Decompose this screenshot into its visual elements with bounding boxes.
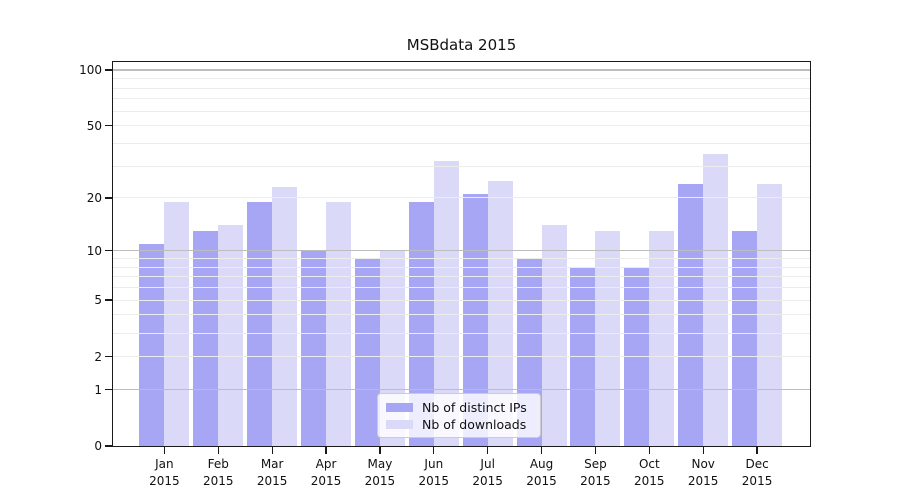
minor-gridline bbox=[112, 332, 811, 334]
x-tick-mark bbox=[756, 447, 758, 454]
y-tick-label: 10 bbox=[86, 243, 102, 258]
bar-downloads bbox=[541, 225, 567, 447]
x-tick-label: Oct 2015 bbox=[634, 457, 665, 488]
x-tick-label: Mar 2015 bbox=[256, 457, 288, 488]
legend-swatch-downloads bbox=[386, 420, 413, 429]
x-tick-label: May 2015 bbox=[364, 457, 396, 488]
bar-distinct-ips bbox=[301, 250, 327, 447]
legend-label-distinct-ips: Nb of distinct IPs bbox=[422, 400, 527, 415]
plot-area bbox=[112, 61, 811, 447]
minor-gridline bbox=[112, 165, 811, 167]
minor-gridline bbox=[112, 125, 811, 127]
x-tick-label: Dec 2015 bbox=[741, 457, 773, 488]
x-tick-mark bbox=[594, 447, 597, 454]
major-gridline bbox=[112, 69, 811, 71]
y-tick-mark bbox=[105, 197, 112, 199]
minor-gridline bbox=[112, 286, 811, 288]
minor-gridline bbox=[112, 142, 811, 144]
y-tick-label: 50 bbox=[86, 118, 102, 133]
y-tick-mark bbox=[105, 299, 112, 301]
legend-swatch-distinct-ips bbox=[386, 403, 413, 412]
minor-gridline bbox=[112, 276, 811, 278]
legend-label-downloads: Nb of downloads bbox=[422, 417, 527, 432]
y-tick-mark bbox=[105, 69, 112, 71]
y-tick-mark bbox=[105, 355, 112, 358]
x-tick-label: Feb 2015 bbox=[202, 457, 234, 488]
minor-gridline bbox=[112, 257, 811, 259]
x-tick-mark bbox=[433, 447, 435, 454]
bar-distinct-ips bbox=[247, 201, 273, 447]
x-tick-label: Aug 2015 bbox=[526, 457, 557, 488]
minor-gridline bbox=[112, 197, 811, 199]
y-tick-label: 0 bbox=[94, 439, 102, 453]
bar-downloads bbox=[272, 187, 298, 447]
bar-distinct-ips bbox=[354, 258, 380, 447]
x-tick-mark bbox=[217, 447, 219, 454]
x-tick-label: Nov 2015 bbox=[687, 457, 719, 488]
y-tick-mark bbox=[105, 388, 112, 391]
x-tick-mark bbox=[325, 447, 327, 454]
y-tick-label: 1 bbox=[94, 382, 102, 397]
x-tick-label: Jan 2015 bbox=[149, 457, 180, 488]
bar-downloads bbox=[218, 225, 244, 447]
legend-item-distinct-ips: Nb of distinct IPs bbox=[386, 399, 540, 416]
x-tick-mark bbox=[648, 447, 650, 454]
major-gridline bbox=[112, 388, 811, 391]
bar-downloads bbox=[164, 201, 190, 447]
minor-gridline bbox=[112, 314, 811, 316]
x-tick-mark bbox=[487, 447, 489, 454]
minor-gridline bbox=[112, 266, 811, 268]
x-tick-mark bbox=[379, 447, 381, 454]
x-tick-mark bbox=[540, 447, 543, 454]
x-tick-mark bbox=[163, 447, 166, 454]
grid-layer bbox=[112, 61, 811, 447]
chart-title: MSBdata 2015 bbox=[406, 36, 517, 54]
bar-distinct-ips bbox=[139, 243, 165, 447]
x-tick-mark bbox=[702, 447, 704, 454]
x-tick-label: Sep 2015 bbox=[580, 457, 611, 488]
legend-item-downloads: Nb of downloads bbox=[386, 416, 540, 433]
minor-gridline bbox=[112, 110, 811, 112]
minor-gridline bbox=[112, 98, 811, 100]
x-tick-label: Apr 2015 bbox=[310, 457, 342, 488]
x-tick-mark bbox=[271, 447, 273, 454]
minor-gridline bbox=[112, 356, 811, 357]
major-gridline bbox=[112, 250, 811, 252]
minor-gridline bbox=[112, 87, 811, 89]
y-tick-mark bbox=[105, 125, 112, 127]
y-tick-mark bbox=[105, 445, 112, 447]
y-tick-label: 2 bbox=[94, 349, 102, 364]
x-tick-label: Jul 2015 bbox=[472, 457, 503, 488]
legend: Nb of distinct IPs Nb of downloads bbox=[377, 393, 541, 438]
minor-gridline bbox=[112, 299, 811, 301]
x-tick-label: Jun 2015 bbox=[418, 457, 450, 488]
y-tick-label: 20 bbox=[86, 190, 102, 205]
minor-gridline bbox=[112, 78, 811, 80]
y-tick-label: 5 bbox=[94, 293, 102, 308]
y-tick-label: 100 bbox=[79, 63, 102, 78]
y-tick-mark bbox=[105, 250, 112, 252]
bar-downloads bbox=[326, 201, 352, 447]
